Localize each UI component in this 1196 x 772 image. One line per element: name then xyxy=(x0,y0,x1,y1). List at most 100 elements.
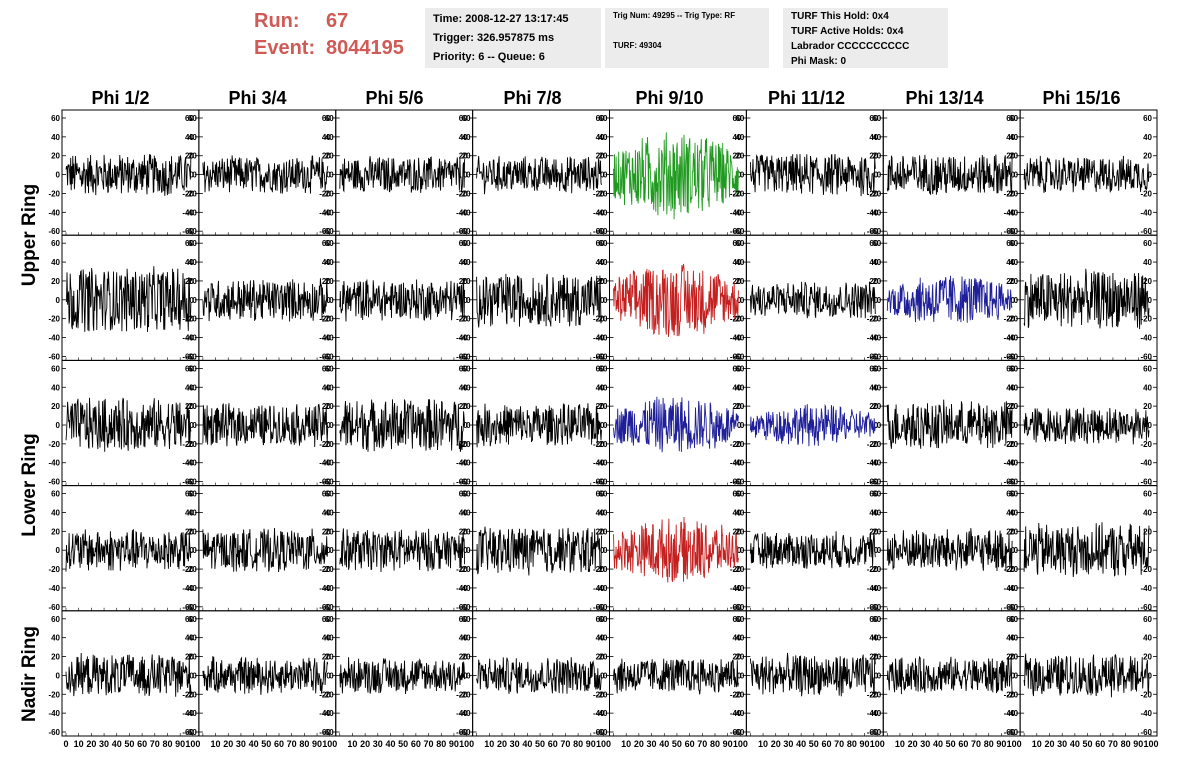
y-tick-label: -20 xyxy=(1004,189,1016,198)
y-tick-label: 0 xyxy=(56,671,61,680)
y-tick-label: -20 xyxy=(322,440,334,449)
y-tick-label: 60 xyxy=(872,364,881,373)
y-tick-label: -40 xyxy=(48,334,60,343)
y-tick-label: 0 xyxy=(877,296,882,305)
y-tick-label: 0 xyxy=(56,421,61,430)
x-tick-label: 100 xyxy=(185,739,200,749)
y-tick-label: 60 xyxy=(732,239,741,248)
y-tick-label: 0 xyxy=(874,421,879,430)
y-tick-label: 20 xyxy=(1009,152,1018,161)
y-tick-label: -20 xyxy=(1007,189,1019,198)
y-tick-label: -40 xyxy=(1140,584,1152,593)
y-tick-label: -60 xyxy=(185,227,197,236)
waveform-trace xyxy=(749,403,876,447)
y-tick-label: 20 xyxy=(872,527,881,536)
y-tick-label: 40 xyxy=(462,634,471,643)
waveform-trace xyxy=(1023,407,1150,445)
y-tick-label: -60 xyxy=(730,603,742,612)
waveform-trace xyxy=(613,263,739,338)
y-tick-label: -60 xyxy=(322,227,334,236)
y-tick-label: -40 xyxy=(596,584,608,593)
x-tick-label: 60 xyxy=(685,739,695,749)
x-tick-label: 60 xyxy=(1095,739,1105,749)
y-tick-label: -60 xyxy=(1007,478,1019,487)
x-tick-label: 20 xyxy=(1044,739,1054,749)
y-tick-label: 0 xyxy=(466,671,471,680)
y-tick-label: -20 xyxy=(185,440,197,449)
waveform-trace xyxy=(749,153,876,197)
y-tick-label: 0 xyxy=(329,296,334,305)
y-tick-label: 60 xyxy=(462,615,471,624)
y-tick-label: 0 xyxy=(603,171,608,180)
y-tick-label: 60 xyxy=(325,364,334,373)
x-tick-label: 20 xyxy=(771,739,781,749)
waveform-trace xyxy=(886,154,1013,195)
y-tick-label: 60 xyxy=(185,114,194,123)
y-tick-label: 0 xyxy=(737,296,742,305)
y-tick-label: -40 xyxy=(182,208,194,217)
time-text: Time: 2008-12-27 13:17:45 xyxy=(433,13,569,25)
y-tick-label: 40 xyxy=(188,258,197,267)
waveform-trace xyxy=(65,397,192,452)
y-tick-label: -20 xyxy=(1140,565,1152,574)
y-tick-label: 0 xyxy=(600,296,605,305)
y-tick-label: 40 xyxy=(872,133,881,142)
x-tick-label: 20 xyxy=(497,739,507,749)
y-tick-label: -20 xyxy=(48,189,60,198)
y-tick-label: -20 xyxy=(596,189,608,198)
y-tick-label: -60 xyxy=(730,478,742,487)
waveform-trace xyxy=(65,529,192,572)
y-tick-label: 60 xyxy=(599,615,608,624)
y-tick-label: 40 xyxy=(872,258,881,267)
y-tick-label: -60 xyxy=(182,227,194,236)
y-tick-label: 40 xyxy=(322,133,331,142)
x-tick-label: 80 xyxy=(710,739,720,749)
waveform-trace xyxy=(749,281,876,319)
y-tick-label: 20 xyxy=(459,527,468,536)
x-tick-label: 20 xyxy=(634,739,644,749)
y-tick-label: 0 xyxy=(600,421,605,430)
y-tick-label: -40 xyxy=(867,459,879,468)
y-tick-label: 0 xyxy=(603,546,608,555)
y-tick-label: -20 xyxy=(1007,440,1019,449)
x-tick-label: 40 xyxy=(112,739,122,749)
y-tick-label: 40 xyxy=(599,383,608,392)
y-tick-label: -20 xyxy=(182,440,194,449)
y-tick-label: 40 xyxy=(869,508,878,517)
y-tick-label: -20 xyxy=(459,565,471,574)
y-tick-label: 40 xyxy=(735,258,744,267)
y-tick-label: 40 xyxy=(51,634,60,643)
y-tick-label: 60 xyxy=(188,615,197,624)
y-tick-label: 60 xyxy=(322,490,331,499)
x-tick-label: 70 xyxy=(697,739,707,749)
y-tick-label: 20 xyxy=(1143,402,1152,411)
y-tick-label: -40 xyxy=(1007,584,1019,593)
y-tick-label: -60 xyxy=(1140,728,1152,737)
y-tick-label: -40 xyxy=(456,584,468,593)
y-tick-label: 60 xyxy=(735,615,744,624)
waveform-trace xyxy=(202,278,329,322)
y-tick-label: 20 xyxy=(462,653,471,662)
y-tick-label: 0 xyxy=(192,421,197,430)
waveform-trace xyxy=(613,396,739,453)
y-tick-label: 20 xyxy=(51,653,60,662)
y-tick-label: 0 xyxy=(466,171,471,180)
x-tick-label: 70 xyxy=(287,739,297,749)
y-tick-label: -60 xyxy=(870,603,882,612)
y-tick-label: 60 xyxy=(325,615,334,624)
y-tick-label: 60 xyxy=(735,239,744,248)
turf-info-box: TURF This Hold: 0x4 TURF Active Holds: 0… xyxy=(783,8,948,68)
y-tick-label: -40 xyxy=(730,709,742,718)
y-tick-label: 20 xyxy=(325,527,334,536)
waveform-trace xyxy=(65,266,192,332)
x-tick-label: 50 xyxy=(535,739,545,749)
y-tick-label: 40 xyxy=(735,508,744,517)
y-tick-label: 40 xyxy=(1006,383,1015,392)
y-tick-label: 0 xyxy=(1011,546,1016,555)
y-tick-label: 60 xyxy=(185,364,194,373)
y-tick-label: 0 xyxy=(874,171,879,180)
y-tick-label: -20 xyxy=(322,690,334,699)
y-tick-label: 60 xyxy=(188,490,197,499)
y-tick-label: 20 xyxy=(188,277,197,286)
y-tick-label: 20 xyxy=(462,277,471,286)
